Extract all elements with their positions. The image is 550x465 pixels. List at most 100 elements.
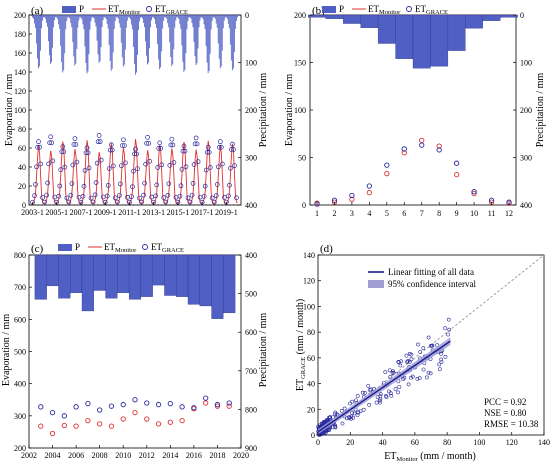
c-x-label: 2002 — [21, 451, 37, 460]
b-ylabel: Evaporation / mm — [284, 74, 295, 146]
precip-bar — [52, 15, 54, 48]
et-grace-point — [190, 181, 196, 186]
et-grace-point — [44, 192, 49, 198]
d-stat: NSE = 0.80 — [484, 408, 527, 418]
scatter-point — [387, 368, 392, 373]
precip-bar — [123, 15, 125, 65]
precip-bar — [93, 254, 106, 291]
et-grace-point — [95, 139, 101, 145]
precip-bar — [73, 15, 75, 57]
et-grace-point — [46, 161, 52, 167]
c-x-label: 2018 — [209, 451, 225, 460]
c-y2-label: 900 — [245, 444, 257, 453]
et-grace-point — [45, 180, 51, 186]
precip-bar — [216, 15, 218, 28]
et-grace-point — [179, 166, 185, 172]
et-grace-point — [125, 194, 130, 200]
precip-bar — [169, 15, 171, 43]
a-x-label: 2013-1 — [142, 208, 165, 217]
precip-bar — [100, 15, 102, 48]
et-grace-point — [33, 182, 38, 187]
a-y2-label: 100 — [245, 59, 257, 68]
c-y2-label: 400 — [245, 251, 257, 260]
scatter-point — [410, 374, 415, 379]
precip-bar — [172, 15, 174, 65]
d-y-label: 140 — [303, 251, 315, 260]
precip-bar — [110, 15, 112, 71]
precip-bar — [233, 15, 235, 53]
scatter-point — [407, 351, 412, 356]
precip-bar — [204, 15, 206, 29]
et-grace-point — [189, 192, 195, 198]
scatter-point — [437, 362, 442, 367]
et-grace-point — [109, 147, 115, 153]
fit-line — [317, 340, 451, 433]
c-y2-label: 500 — [245, 290, 257, 299]
precip-bar — [181, 15, 183, 46]
c-y-label: 700 — [14, 283, 26, 292]
precip-bar — [96, 15, 98, 41]
precip-bar — [220, 15, 222, 67]
et-grace-point — [72, 136, 78, 141]
a-x-label: 2007-1 — [70, 208, 93, 217]
et-grace-point — [50, 158, 56, 164]
b-x-label: 4 — [367, 209, 371, 218]
et-grace-point — [112, 195, 118, 201]
et-grace-point — [155, 165, 161, 170]
d-y-label: 40 — [307, 380, 315, 389]
precip-bar — [235, 15, 237, 21]
et-grace-point — [132, 397, 138, 403]
scatter-point — [416, 342, 420, 347]
et-grace-point — [110, 163, 116, 169]
precip-bar — [412, 14, 431, 69]
precip-bar — [175, 15, 177, 21]
precip-bar — [170, 15, 172, 57]
a-x-label: 2009-1 — [94, 208, 117, 217]
d-x-label: 40 — [379, 438, 387, 447]
a-y-label: 20 — [18, 182, 26, 191]
et-grace-point — [182, 148, 188, 154]
et-grace-point — [34, 164, 39, 170]
precip-bar — [142, 15, 143, 19]
c-legend-grace-marker — [142, 244, 148, 250]
et-grace-point — [49, 409, 56, 416]
b-legend-grace-text: ETGRACE — [415, 4, 448, 16]
precip-bar — [153, 15, 154, 18]
et-grace-point — [62, 164, 68, 170]
precip-bar — [199, 254, 212, 307]
precip-bar — [66, 15, 68, 22]
precip-bar — [214, 15, 216, 19]
precip-bar — [146, 15, 147, 56]
et-grace-point — [69, 181, 75, 186]
precip-bar — [99, 15, 101, 62]
b-legend-p-swatch — [322, 6, 336, 13]
d-y-label: 0 — [311, 431, 315, 440]
et-grace-point — [141, 192, 146, 198]
precip-bar — [120, 15, 122, 43]
et-grace-point — [156, 146, 162, 151]
precip-bar — [178, 15, 180, 20]
precip-bar — [81, 15, 83, 20]
b-y2-label: 100 — [520, 59, 532, 68]
et-monitor-point — [61, 422, 67, 429]
et-grace-point — [133, 146, 138, 152]
et-grace-point — [366, 183, 373, 189]
precip-bar — [76, 15, 78, 49]
et-grace-point — [213, 193, 219, 199]
et-grace-point — [145, 135, 150, 140]
precip-bar — [165, 15, 167, 18]
d-x-label: 80 — [443, 438, 451, 447]
precip-bar — [59, 15, 61, 29]
precip-bar — [77, 15, 79, 28]
precip-bar — [40, 15, 41, 51]
et-grace-point — [229, 147, 234, 152]
et-grace-point — [226, 193, 231, 199]
et-grace-point — [203, 167, 209, 173]
et-monitor-point — [49, 430, 56, 437]
precip-bar — [32, 15, 33, 18]
precip-bar — [174, 15, 176, 28]
precip-bar — [229, 15, 231, 45]
precip-bar — [67, 15, 69, 18]
precip-bar — [207, 15, 209, 73]
et-grace-point — [122, 143, 127, 148]
